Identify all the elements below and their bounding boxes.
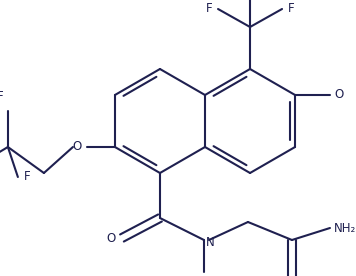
Text: N: N: [206, 236, 215, 249]
Text: F: F: [288, 2, 295, 15]
Text: O: O: [107, 232, 116, 245]
Text: O: O: [334, 89, 343, 102]
Text: NH₂: NH₂: [334, 222, 356, 235]
Text: F: F: [24, 171, 31, 184]
Text: O: O: [73, 140, 82, 153]
Text: F: F: [205, 2, 212, 15]
Text: F: F: [0, 90, 4, 103]
